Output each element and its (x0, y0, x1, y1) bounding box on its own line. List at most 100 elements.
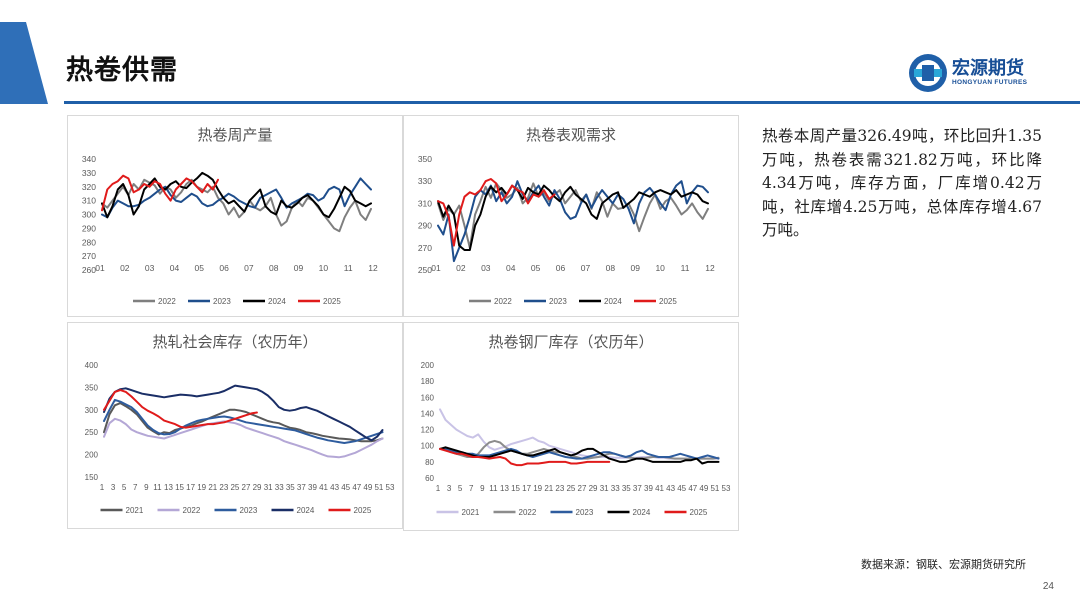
y-tick-label: 140 (421, 409, 435, 418)
x-tick-label: 06 (219, 263, 229, 273)
x-tick-label: 19 (197, 483, 206, 492)
x-tick-label: 5 (458, 484, 463, 493)
y-tick-label: 150 (85, 473, 99, 482)
x-tick-label: 01 (95, 263, 105, 273)
legend-label: 2023 (549, 297, 567, 306)
x-tick-label: 9 (144, 483, 149, 492)
series-line-2024 (437, 184, 709, 251)
y-tick-label: 330 (418, 176, 432, 186)
x-tick-label: 51 (374, 483, 383, 492)
series-line-2022 (103, 417, 384, 459)
legend-item-2022: 2022 (493, 508, 537, 517)
x-tick-label: 25 (566, 484, 575, 493)
legend-label: 2024 (268, 297, 286, 306)
x-tick-label: 04 (506, 263, 516, 273)
x-tick-label: 7 (133, 483, 138, 492)
x-tick-label: 10 (655, 263, 665, 273)
x-tick-label: 45 (341, 483, 350, 492)
x-tick-label: 39 (644, 484, 653, 493)
legend-item-2021: 2021 (436, 508, 480, 517)
x-tick-label: 9 (480, 484, 485, 493)
legend-label: 2025 (690, 508, 708, 517)
chart-panel-social-inventory: 热轧社会库存（农历年） 400 350 300 250 200 150 1 3 5 7 9 11 13 1… (67, 322, 403, 529)
legend-label: 2024 (297, 506, 315, 515)
x-tick-label: 31 (600, 484, 609, 493)
x-tick-label: 11 (153, 483, 162, 492)
y-tick-label: 200 (85, 451, 99, 460)
x-tick-label: 39 (308, 483, 317, 492)
legend-label: 2025 (323, 297, 341, 306)
series-line-2025 (437, 178, 556, 247)
x-tick-label: 41 (655, 484, 664, 493)
x-tick-label: 27 (578, 484, 587, 493)
x-tick-label: 09 (631, 263, 641, 273)
legend-label: 2023 (576, 508, 594, 517)
x-tick-label: 11 (681, 263, 690, 273)
x-tick-label: 3 (447, 484, 452, 493)
x-tick-label: 53 (722, 484, 731, 493)
legend-label: 2025 (659, 297, 677, 306)
legend-item-2024: 2024 (579, 297, 622, 306)
x-tick-label: 35 (622, 484, 631, 493)
x-tick-label: 08 (606, 263, 616, 273)
series-line-2025 (103, 389, 258, 429)
x-tick-label: 23 (219, 483, 228, 492)
legend-item-2025: 2025 (664, 508, 708, 517)
x-tick-label: 19 (533, 484, 542, 493)
y-tick-label: 200 (421, 361, 435, 370)
x-tick-label: 05 (195, 263, 205, 273)
x-tick-label: 13 (164, 483, 173, 492)
series-line-2024 (103, 384, 384, 442)
x-tick-label: 45 (677, 484, 686, 493)
x-tick-label: 06 (556, 263, 566, 273)
legend-label: 2021 (462, 508, 480, 517)
legend-label: 2022 (519, 508, 537, 517)
x-tick-label: 07 (244, 263, 254, 273)
x-tick-label: 12 (705, 263, 715, 273)
x-tick-label: 27 (242, 483, 251, 492)
y-tick-label: 340 (82, 154, 96, 164)
series-line-2024 (439, 446, 720, 465)
x-tick-label: 03 (145, 263, 155, 273)
series-line-2023 (101, 177, 372, 219)
x-tick-label: 05 (531, 263, 541, 273)
y-tick-label: 270 (82, 251, 96, 261)
x-tick-label: 1 (436, 484, 441, 493)
y-tick-label: 260 (82, 265, 96, 275)
company-logo: 宏源期货 HONGYUAN FUTURES (905, 52, 1055, 96)
y-tick-label: 320 (82, 182, 96, 192)
x-tick-label: 1 (100, 483, 105, 492)
y-tick-label: 250 (85, 428, 99, 437)
legend-item-2023: 2023 (214, 506, 258, 515)
x-tick-label: 01 (431, 263, 441, 273)
legend-item-2022: 2022 (133, 297, 176, 306)
y-tick-label: 290 (82, 223, 96, 233)
x-tick-label: 43 (330, 483, 339, 492)
x-tick-label: 37 (297, 483, 306, 492)
x-tick-label: 33 (611, 484, 620, 493)
y-tick-label: 290 (418, 221, 432, 231)
legend-item-2023: 2023 (524, 297, 567, 306)
x-tick-label: 3 (111, 483, 116, 492)
legend-label: 2022 (494, 297, 512, 306)
x-tick-label: 47 (352, 483, 361, 492)
x-tick-label: 15 (511, 484, 520, 493)
x-tick-label: 53 (386, 483, 395, 492)
x-tick-label: 15 (175, 483, 184, 492)
y-tick-label: 280 (82, 237, 96, 247)
legend-item-2024: 2024 (607, 508, 651, 517)
y-tick-label: 350 (85, 383, 99, 392)
series-line-2023 (439, 447, 720, 460)
y-tick-label: 60 (425, 474, 434, 483)
x-tick-label: 5 (122, 483, 127, 492)
chart-title: 热卷周产量 (197, 126, 273, 144)
y-tick-label: 250 (418, 265, 432, 275)
series-line-2024 (101, 171, 372, 219)
series-line-2022 (101, 178, 372, 233)
x-tick-label: 7 (469, 484, 474, 493)
legend-item-2022: 2022 (469, 297, 512, 306)
x-tick-label: 02 (456, 263, 466, 273)
y-tick-label: 270 (418, 243, 432, 253)
data-source-note: 数据来源：钢联、宏源期货研究所 (861, 558, 1026, 571)
